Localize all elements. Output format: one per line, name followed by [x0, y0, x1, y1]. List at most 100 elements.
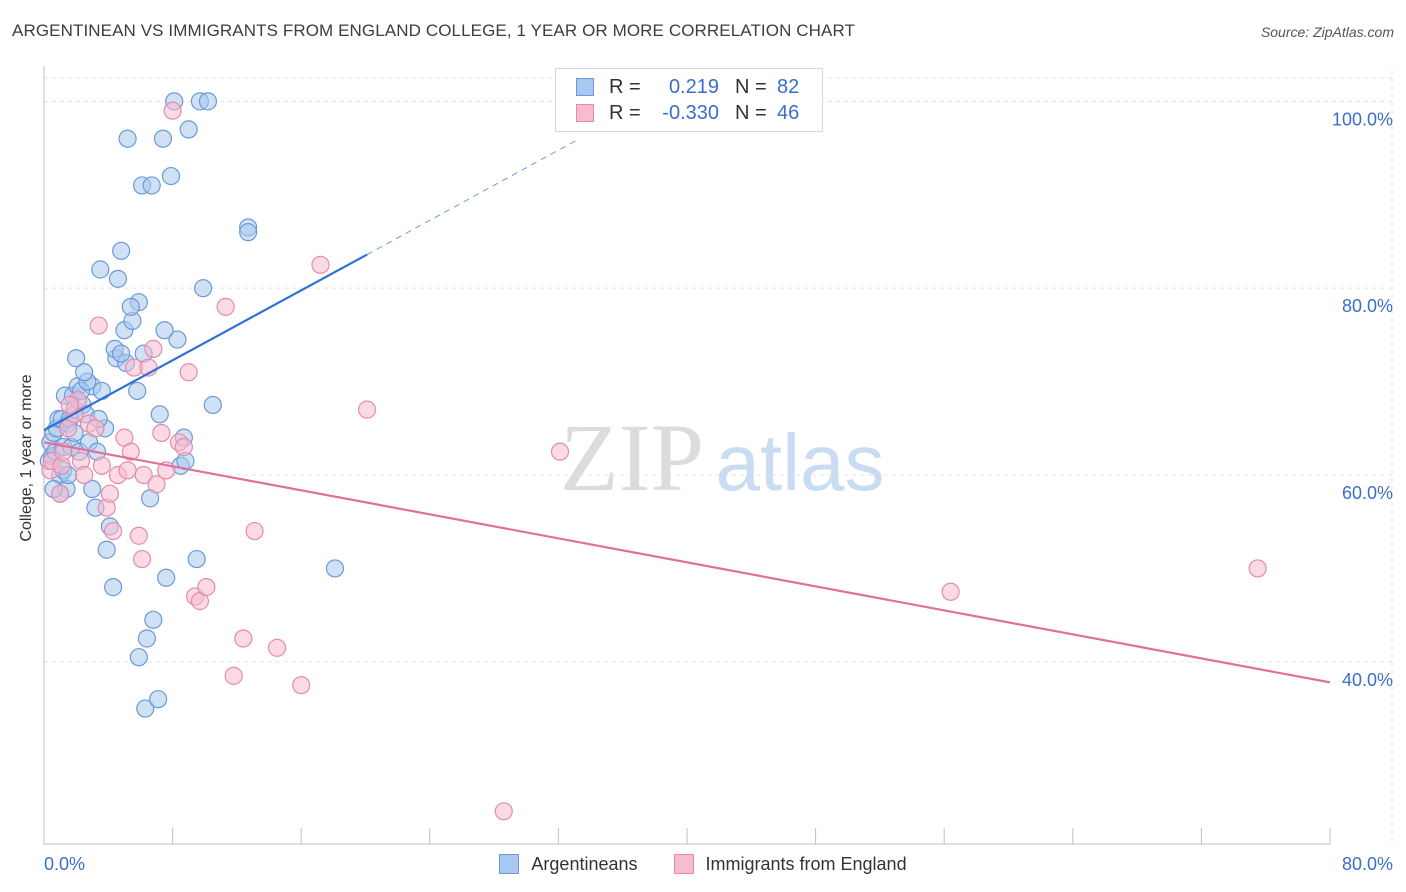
point-argentinean	[168, 330, 187, 349]
point-argentinean	[97, 540, 116, 559]
point-england	[92, 456, 111, 475]
point-argentinean	[194, 279, 213, 298]
x-tick-label: 80.0%	[1342, 854, 1393, 874]
point-england	[267, 638, 287, 657]
point-argentinean	[325, 559, 345, 578]
y-tick-label: 40.0%	[1342, 670, 1393, 690]
legend-row-england: R = -0.330 N = 46	[576, 101, 799, 125]
point-england	[245, 521, 264, 541]
legend-r-label: R =	[609, 75, 641, 98]
legend-n-value: 82	[777, 75, 800, 98]
legend-item-argentineans[interactable]: Argentineans	[499, 853, 638, 875]
series-legend: Argentineans Immigrants from England	[0, 852, 1406, 876]
point-argentinean	[179, 120, 198, 139]
point-argentinean	[112, 241, 131, 260]
grid-layer	[44, 70, 1393, 844]
point-england	[224, 666, 243, 685]
legend-label-england: Immigrants from England	[705, 853, 907, 874]
legend-swatch-pink	[673, 854, 694, 874]
point-argentinean	[144, 610, 163, 629]
point-england	[1248, 559, 1267, 578]
points-layer	[39, 92, 1267, 821]
point-england	[121, 442, 140, 461]
point-argentinean	[108, 269, 128, 288]
point-argentinean	[150, 405, 169, 424]
stats-legend: R = 0.219 N = 82 R = -0.330 N = 46	[555, 68, 823, 132]
point-england	[216, 297, 235, 316]
point-argentinean	[161, 166, 181, 186]
point-england	[89, 316, 108, 335]
point-argentinean	[83, 479, 102, 499]
point-england	[234, 629, 253, 648]
point-argentinean	[128, 381, 147, 401]
point-argentinean	[203, 395, 222, 415]
point-england	[941, 582, 960, 601]
point-england	[152, 423, 171, 443]
trend-line-argentineans-extension	[366, 139, 578, 255]
point-argentinean	[198, 92, 218, 111]
y-tick-label: 60.0%	[1342, 483, 1393, 503]
legend-n-label: N =	[735, 75, 767, 98]
point-england	[358, 400, 377, 419]
legend-n-label: N =	[735, 101, 767, 124]
point-england	[129, 526, 148, 545]
y-axis-title: College, 1 year or more	[18, 374, 35, 542]
point-england	[174, 437, 193, 457]
point-england	[292, 676, 311, 695]
legend-swatch-pink	[576, 104, 594, 122]
legend-swatch-blue	[576, 78, 594, 96]
legend-n-value: 46	[777, 101, 800, 124]
y-tick-label: 80.0%	[1342, 296, 1393, 316]
trend-line-argentineans	[43, 253, 368, 432]
trend-layer	[43, 139, 1331, 684]
point-england	[104, 521, 123, 541]
point-argentinean	[129, 648, 148, 667]
point-argentinean	[112, 344, 131, 363]
legend-r-label: R =	[609, 101, 641, 124]
point-england	[147, 475, 166, 494]
source-note: Source: ZipAtlas.com	[1260, 24, 1394, 40]
point-argentinean	[239, 223, 258, 242]
watermark-zip: ZIP	[560, 404, 704, 511]
point-england	[50, 484, 70, 503]
point-argentinean	[155, 321, 174, 340]
point-england	[60, 395, 79, 415]
point-argentinean	[92, 381, 111, 401]
legend-r-value: -0.330	[662, 101, 719, 124]
point-england	[100, 484, 120, 503]
point-england	[86, 419, 105, 438]
point-england	[311, 255, 330, 274]
legend-label-argentineans: Argentineans	[531, 853, 638, 874]
point-argentinean	[153, 129, 173, 148]
point-argentinean	[157, 568, 176, 587]
point-argentinean	[118, 129, 137, 148]
watermark-atlas: atlas	[716, 418, 885, 507]
x-tick-label: 0.0%	[44, 854, 85, 874]
point-argentinean	[67, 349, 86, 368]
point-england	[179, 363, 198, 382]
point-argentinean	[149, 690, 168, 709]
point-argentinean	[137, 629, 156, 648]
watermark: ZIP atlas	[560, 404, 884, 511]
point-england	[550, 442, 570, 461]
tick-label-layer: 40.0% 60.0% 80.0% 100.0% 0.0% 80.0%	[44, 109, 1393, 874]
chart-title: ARGENTINEAN VS IMMIGRANTS FROM ENGLAND C…	[12, 21, 856, 40]
point-england	[163, 101, 182, 120]
point-england	[75, 465, 94, 485]
legend-item-england[interactable]: Immigrants from England	[673, 853, 907, 875]
trend-line-england	[43, 441, 1331, 684]
point-argentinean	[121, 297, 140, 316]
point-argentinean	[104, 578, 123, 597]
point-argentinean	[75, 363, 94, 382]
point-england	[494, 802, 513, 821]
point-argentinean	[136, 699, 155, 718]
point-england	[132, 549, 152, 569]
point-england	[134, 465, 153, 485]
point-argentinean	[91, 260, 110, 279]
legend-r-value: 0.219	[668, 75, 719, 98]
point-argentinean	[142, 176, 161, 195]
legend-swatch-blue	[499, 854, 520, 874]
point-england	[144, 339, 163, 359]
y-tick-label: 100.0%	[1332, 109, 1393, 129]
